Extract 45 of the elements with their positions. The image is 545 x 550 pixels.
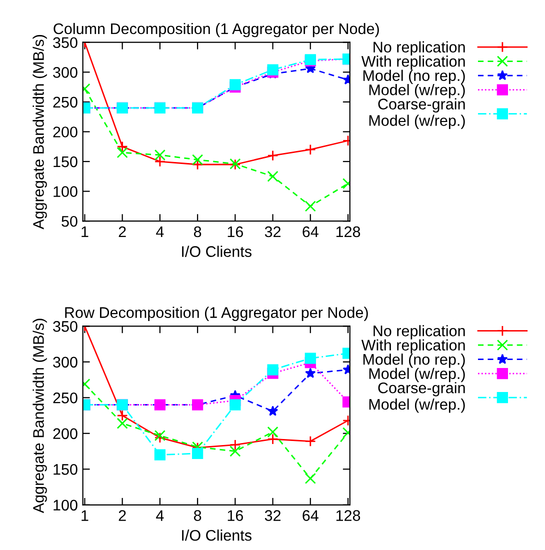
x-tick-label: 32 [264, 226, 281, 238]
x-axis-title: I/O Clients [182, 530, 252, 541]
y-tick-label: 300 [53, 356, 78, 368]
x-tick-label: 2 [118, 226, 126, 238]
y-tick-label: 200 [53, 126, 78, 138]
y-tick-label: 100 [54, 500, 78, 511]
x-tick-label: 1 [82, 226, 88, 238]
x-tick-label: 32 [264, 510, 281, 521]
y-axis-title: Aggregate Bandwidth (MB/s) [32, 318, 47, 514]
y-tick-label: 250 [53, 392, 78, 404]
x-tick-label: 16 [228, 226, 243, 238]
y-tick-label: 50 [62, 216, 78, 227]
x-tick-label: 8 [194, 510, 202, 521]
y-tick-label: 200 [53, 428, 78, 440]
legend-label: Coarse-grain Model (w/rep.) [369, 382, 465, 413]
chart-title: Row Decomposition (1 Aggregator per Node) [65, 306, 368, 321]
x-tick-label: 2 [118, 510, 126, 521]
x-tick-label: 64 [302, 510, 318, 521]
y-tick-label: 150 [54, 464, 78, 475]
y-axis-title: Aggregate Bandwidth (MB/s) [32, 35, 47, 230]
x-tick-label: 8 [194, 226, 202, 238]
legend-label: No replication [374, 41, 465, 56]
x-tick-label: 128 [336, 510, 360, 521]
legend-label: Model (w/rep.) [369, 368, 465, 382]
y-tick-label: 100 [54, 186, 78, 197]
x-tick-label: 1 [82, 510, 88, 521]
y-tick-label: 300 [53, 67, 78, 78]
y-tick-label: 250 [53, 96, 78, 108]
x-tick-label: 16 [228, 510, 243, 521]
y-tick-label: 350 [53, 321, 78, 332]
legend-label: No replication [374, 325, 465, 340]
legend-label: Model (no rep.) [363, 354, 465, 368]
y-tick-label: 150 [54, 156, 78, 168]
chart-title: Column Decomposition (1 Aggregator per Node) [54, 22, 379, 38]
x-tick-label: 4 [156, 510, 164, 521]
legend-label: Coarse-grain Model (w/rep.) [369, 98, 465, 129]
x-tick-label: 128 [336, 226, 360, 238]
legend-label: With replication [361, 339, 465, 354]
legend-label: With replication [361, 56, 465, 70]
legend-label: Model (w/rep.) [369, 84, 465, 98]
y-tick-label: 350 [53, 37, 78, 48]
x-tick-label: 4 [156, 226, 164, 238]
legend-label: Model (no rep.) [363, 70, 465, 84]
x-tick-label: 64 [302, 226, 318, 238]
x-axis-title: I/O Clients [182, 246, 252, 257]
